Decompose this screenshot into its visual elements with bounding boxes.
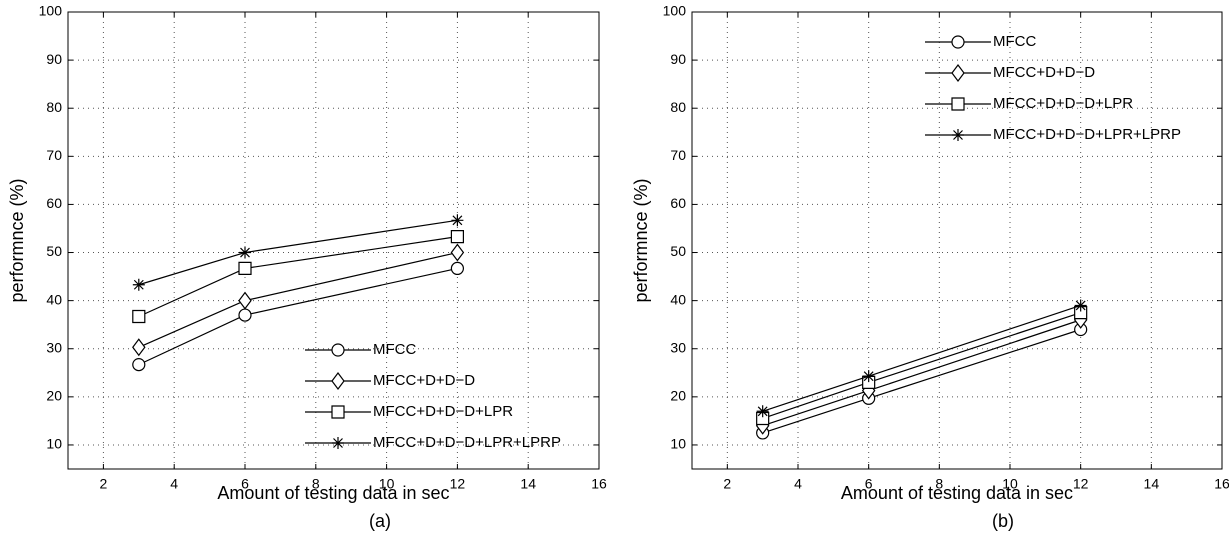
- x-tick-label: 10: [379, 476, 395, 492]
- y-tick-label: 100: [663, 3, 687, 19]
- legend-label: MFCC+D+D−D+LPR: [373, 403, 513, 420]
- marker: [132, 338, 146, 357]
- y-tick-label: 80: [670, 99, 686, 115]
- series-line: [762, 328, 1081, 434]
- x-axis-label: Amount of testing data in sec: [841, 483, 1073, 503]
- marker: [238, 261, 252, 276]
- y-tick-label: 60: [670, 195, 686, 211]
- legend-label: MFCC+D+D−D+LPR+LPRP: [993, 126, 1181, 143]
- y-tick-label: 20: [670, 388, 686, 404]
- x-tick-label: 10: [1002, 476, 1018, 492]
- y-axis-label: performnce (%): [631, 178, 651, 302]
- legend-label: MFCC: [373, 341, 416, 358]
- x-tick-label: 4: [170, 476, 178, 492]
- legend: MFCC MFCC+D+D−D MFCC+D+D−D+LPR MFCC+D+D−D+L…: [925, 33, 1181, 143]
- y-tick-label: 40: [46, 291, 62, 307]
- marker: [239, 246, 251, 259]
- y-tick-label: 10: [670, 436, 686, 452]
- axes-frame: [691, 11, 1223, 470]
- marker: [450, 261, 464, 276]
- marker: [132, 278, 145, 291]
- marker: [952, 129, 964, 141]
- annotation: (a): [369, 511, 391, 531]
- marker: [331, 405, 345, 419]
- marker: [238, 308, 252, 322]
- series-line: [762, 312, 1081, 420]
- y-tick-label: 20: [46, 388, 62, 404]
- x-tick-label: 6: [865, 476, 873, 492]
- annotation: (b): [992, 511, 1014, 531]
- marker: [450, 230, 464, 244]
- marker: [238, 291, 252, 310]
- x-tick-label: 2: [100, 476, 108, 492]
- x-tick-label: 16: [591, 476, 607, 492]
- marker: [331, 372, 345, 390]
- marker: [1074, 299, 1087, 312]
- marker: [862, 370, 875, 383]
- legend-label: MFCC+D+D−D: [373, 372, 475, 389]
- y-tick-label: 30: [670, 339, 686, 355]
- x-tick-label: 4: [794, 476, 802, 492]
- marker: [332, 437, 344, 449]
- y-tick-label: 80: [46, 99, 62, 115]
- legend-label: MFCC+D+D−D+LPR: [993, 95, 1133, 112]
- y-tick-label: 30: [46, 339, 62, 355]
- x-tick-label: 8: [312, 476, 320, 492]
- y-tick-label: 90: [670, 51, 686, 67]
- marker: [132, 358, 146, 372]
- y-axis-label: performnce (%): [7, 178, 27, 302]
- legend: MFCC MFCC+D+D−D MFCC+D+D−D+LPR MFCC+D+D−D+L…: [305, 341, 561, 451]
- series-line: [138, 251, 458, 348]
- series-line: [138, 236, 458, 318]
- marker: [951, 97, 965, 111]
- marker: [450, 243, 465, 262]
- marker: [132, 309, 146, 324]
- y-tick-label: 100: [39, 3, 63, 19]
- y-tick-label: 40: [670, 291, 686, 307]
- x-tick-label: 14: [520, 476, 536, 492]
- legend-label: MFCC+D+D−D+LPR+LPRP: [373, 434, 561, 451]
- marker: [451, 214, 464, 227]
- legend-label: MFCC+D+D−D: [993, 64, 1095, 81]
- series-line: [762, 304, 1081, 412]
- x-tick-label: 12: [450, 476, 466, 492]
- marker: [331, 343, 345, 357]
- y-tick-label: 50: [670, 243, 686, 259]
- y-tick-label: 60: [46, 195, 62, 211]
- legend-label: MFCC: [993, 33, 1036, 50]
- y-tick-label: 70: [46, 147, 62, 163]
- y-tick-label: 70: [670, 147, 686, 163]
- x-tick-label: 2: [723, 476, 731, 492]
- y-tick-label: 50: [46, 243, 62, 259]
- marker: [951, 35, 965, 49]
- x-axis-label: Amount of testing data in sec: [217, 483, 449, 503]
- y-tick-label: 10: [46, 436, 62, 452]
- x-tick-label: 8: [935, 476, 943, 492]
- x-tick-label: 12: [1073, 476, 1089, 492]
- axes-frame: [67, 11, 600, 470]
- y-tick-label: 90: [46, 51, 62, 67]
- marker: [756, 405, 769, 418]
- series-line: [762, 319, 1081, 427]
- x-tick-label: 16: [1214, 476, 1229, 492]
- marker: [951, 64, 965, 82]
- x-tick-label: 14: [1144, 476, 1160, 492]
- x-tick-label: 6: [241, 476, 249, 492]
